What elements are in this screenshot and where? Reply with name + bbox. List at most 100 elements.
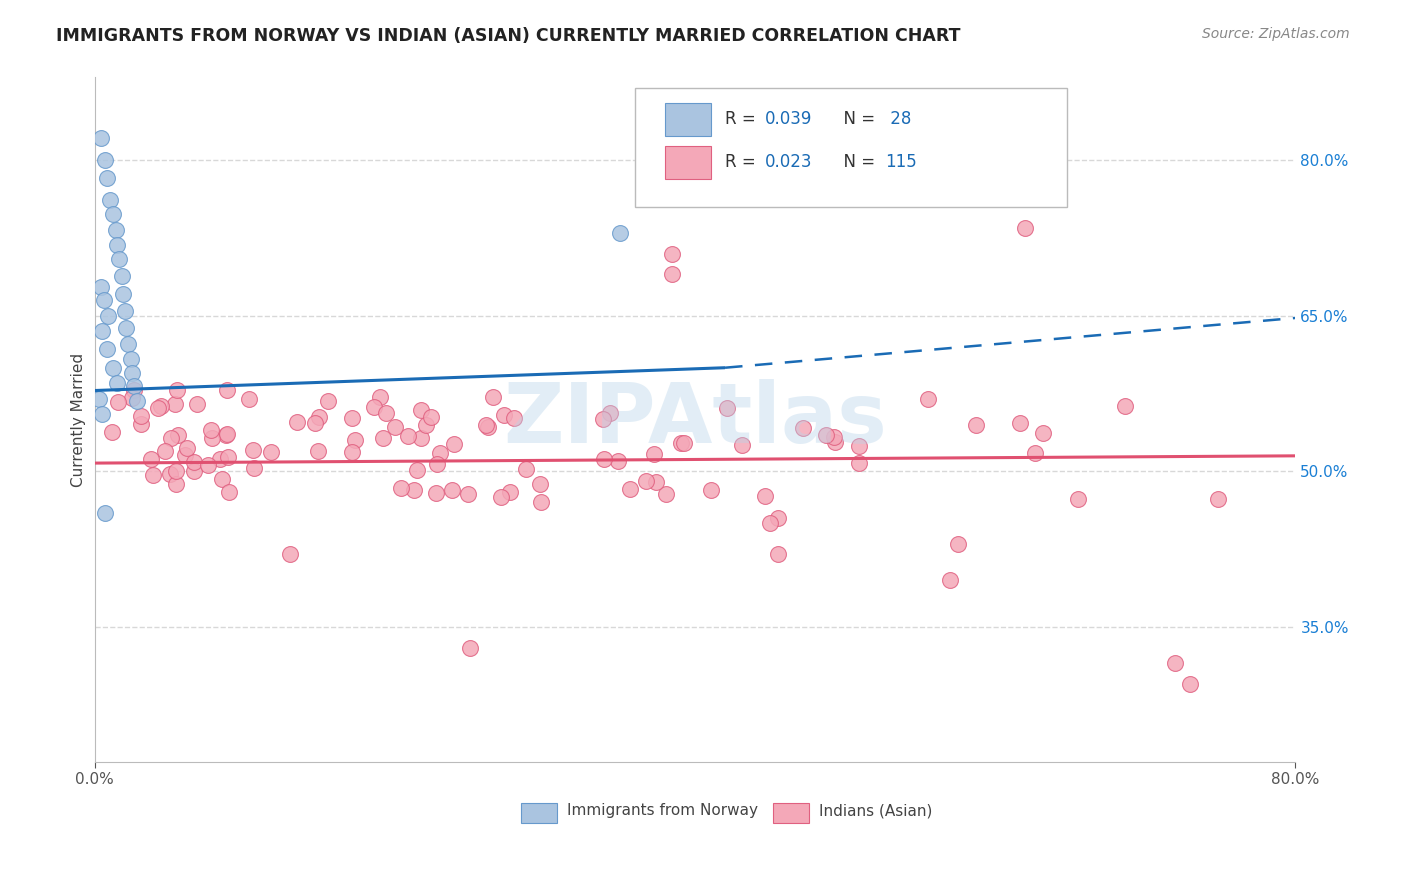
Point	[1010, 416, 1032, 430]
Point	[218, 484, 240, 499]
Point	[238, 392, 260, 406]
FancyBboxPatch shape	[665, 103, 710, 136]
FancyBboxPatch shape	[636, 87, 1067, 208]
Point	[217, 383, 239, 397]
Point	[186, 397, 208, 411]
Point	[636, 474, 658, 488]
Text: 0.023: 0.023	[765, 153, 813, 171]
FancyBboxPatch shape	[520, 803, 557, 823]
Point	[159, 431, 181, 445]
Point	[97, 309, 120, 323]
Point	[824, 435, 846, 450]
Point	[316, 394, 339, 409]
Point	[655, 487, 678, 501]
Point	[159, 467, 181, 482]
Text: Immigrants from Norway: Immigrants from Norway	[567, 804, 758, 819]
Point	[112, 287, 135, 301]
Text: N =: N =	[834, 153, 880, 171]
Point	[619, 482, 641, 496]
Point	[90, 130, 112, 145]
Point	[120, 352, 142, 367]
Point	[107, 252, 129, 266]
Point	[146, 401, 169, 416]
Point	[672, 436, 695, 450]
Point	[409, 431, 432, 445]
Text: 115: 115	[884, 153, 917, 171]
Point	[1032, 426, 1054, 441]
Point	[939, 573, 962, 587]
Point	[304, 416, 326, 430]
Point	[965, 418, 987, 433]
Point	[1114, 399, 1136, 413]
Point	[419, 410, 441, 425]
Point	[384, 419, 406, 434]
Point	[215, 426, 238, 441]
Point	[443, 437, 465, 451]
Point	[183, 464, 205, 478]
Point	[606, 454, 628, 468]
Point	[389, 481, 412, 495]
Point	[121, 391, 143, 405]
Point	[166, 383, 188, 397]
Point	[117, 337, 139, 351]
Text: IMMIGRANTS FROM NORWAY VS INDIAN (ASIAN) CURRENTLY MARRIED CORRELATION CHART: IMMIGRANTS FROM NORWAY VS INDIAN (ASIAN)…	[56, 27, 960, 45]
Point	[215, 427, 238, 442]
Text: R =: R =	[725, 153, 761, 171]
Point	[644, 475, 666, 489]
Y-axis label: Currently Married: Currently Married	[72, 352, 86, 487]
Point	[759, 516, 782, 531]
Point	[278, 547, 301, 561]
Point	[153, 444, 176, 458]
Point	[754, 489, 776, 503]
Point	[142, 468, 165, 483]
Point	[121, 366, 143, 380]
FancyBboxPatch shape	[665, 146, 710, 178]
Point	[150, 399, 173, 413]
Point	[643, 447, 665, 461]
Point	[599, 406, 621, 420]
Point	[946, 537, 969, 551]
Point	[94, 506, 117, 520]
Point	[166, 428, 188, 442]
Point	[94, 153, 117, 168]
Point	[131, 409, 153, 424]
Point	[91, 408, 114, 422]
Point	[260, 445, 283, 459]
Point	[1180, 677, 1202, 691]
Point	[592, 451, 614, 466]
FancyBboxPatch shape	[773, 803, 808, 823]
Point	[90, 280, 112, 294]
Point	[176, 441, 198, 455]
Point	[766, 511, 789, 525]
Point	[91, 325, 114, 339]
Point	[110, 269, 132, 284]
Text: ZIPAtlas: ZIPAtlas	[503, 379, 887, 460]
Point	[183, 455, 205, 469]
Point	[166, 476, 188, 491]
Point	[101, 425, 124, 439]
Point	[96, 342, 118, 356]
Point	[141, 451, 163, 466]
Point	[363, 400, 385, 414]
Point	[792, 421, 814, 435]
Point	[342, 445, 364, 459]
Point	[200, 423, 222, 437]
Point	[165, 396, 187, 410]
Point	[340, 410, 363, 425]
Text: 0.039: 0.039	[765, 111, 813, 128]
Point	[609, 226, 631, 240]
Point	[1164, 656, 1187, 670]
Text: Source: ZipAtlas.com: Source: ZipAtlas.com	[1202, 27, 1350, 41]
Point	[731, 438, 754, 452]
Point	[823, 429, 845, 443]
Point	[492, 409, 515, 423]
Point	[107, 395, 129, 409]
Point	[211, 471, 233, 485]
Point	[848, 439, 870, 453]
Point	[515, 461, 537, 475]
Point	[1206, 492, 1229, 507]
Point	[174, 449, 197, 463]
Point	[592, 411, 614, 425]
Point	[308, 409, 330, 424]
Point	[165, 464, 187, 478]
